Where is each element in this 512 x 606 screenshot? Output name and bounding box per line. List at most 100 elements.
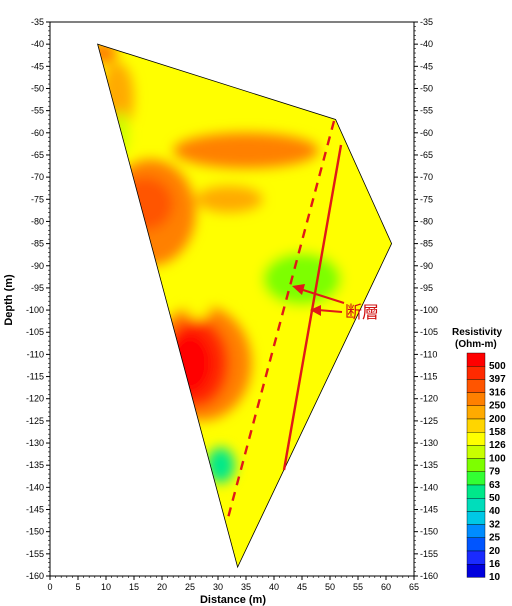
y-tick-label-left: -150 xyxy=(26,527,44,537)
y-tick-label-left: -140 xyxy=(26,482,44,492)
y-axis-title: Depth (m) xyxy=(3,274,15,326)
legend-label: 32 xyxy=(489,519,501,530)
legend-label: 16 xyxy=(489,559,501,570)
y-tick-label-right: -80 xyxy=(420,216,433,226)
y-tick-label-left: -105 xyxy=(26,327,44,337)
legend-label: 63 xyxy=(489,480,501,491)
y-tick-label-right: -55 xyxy=(420,106,433,116)
legend-swatches xyxy=(466,352,486,578)
y-tick-label-right: -90 xyxy=(420,261,433,271)
y-tick-label-right: -50 xyxy=(420,83,433,93)
resistivity-zone xyxy=(173,132,319,169)
legend-label: 200 xyxy=(489,414,506,425)
legend-label: 316 xyxy=(489,387,506,398)
y-tick-label-left: -130 xyxy=(26,438,44,448)
y-tick-label-left: -50 xyxy=(31,83,44,93)
y-tick-label-right: -65 xyxy=(420,150,433,160)
fault-annotation-label: 断層 xyxy=(345,303,379,323)
y-axis-right: -35 -40 -45 -50 -55 -60 -65 -70 -75 -80 -85 -90 -95 -… xyxy=(414,17,438,581)
y-tick-label-left: -60 xyxy=(31,128,44,138)
plot-border xyxy=(49,21,415,577)
legend-swatch xyxy=(466,445,486,459)
y-tick-label-left: -65 xyxy=(31,150,44,160)
x-tick-label: 40 xyxy=(269,582,279,592)
fault-line-solid xyxy=(282,144,343,471)
legend-title-line2: (Ohm-m) xyxy=(455,339,497,350)
y-tick-label-right: -95 xyxy=(420,283,433,293)
y-tick-label-right: -100 xyxy=(420,305,438,315)
y-tick-label-left: -40 xyxy=(31,39,44,49)
annotation-arrow-upper xyxy=(299,288,345,304)
x-tick-label: 50 xyxy=(325,582,335,592)
x-tick-label: 45 xyxy=(297,582,307,592)
y-tick-label-right: -130 xyxy=(420,438,438,448)
legend-swatch xyxy=(466,511,486,525)
legend-swatch xyxy=(466,418,486,433)
resistivity-zone xyxy=(187,301,210,319)
x-tick-label: 35 xyxy=(241,582,251,592)
legend-label: 20 xyxy=(489,546,501,557)
annotation-arrowhead-upper xyxy=(292,284,305,295)
legend-label: 500 xyxy=(489,361,506,372)
x-tick-label: 5 xyxy=(75,582,80,592)
y-tick-label-right: -105 xyxy=(420,327,438,337)
x-tick-label: 0 xyxy=(47,582,52,592)
y-tick-label-left: -115 xyxy=(27,372,44,382)
y-tick-label-right: -115 xyxy=(420,372,437,382)
legend-swatch xyxy=(466,352,486,367)
y-tick-label-left: -70 xyxy=(31,172,44,182)
resistivity-zone xyxy=(206,447,235,483)
y-tick-label-left: -110 xyxy=(27,349,44,359)
legend-swatch xyxy=(466,379,486,393)
x-tick-label: 20 xyxy=(157,582,167,592)
legend-title-line1: Resistivity xyxy=(452,327,502,338)
y-tick-label-left: -160 xyxy=(26,571,44,581)
legend-swatch xyxy=(466,392,486,407)
y-tick-label-right: -150 xyxy=(420,527,438,537)
resistivity-zone xyxy=(262,252,342,306)
legend-label: 250 xyxy=(489,401,506,412)
resistivity-section xyxy=(97,44,392,568)
x-tick-label: 15 xyxy=(129,582,139,592)
annotation-arrow-lower xyxy=(317,309,343,313)
x-tick-label: 60 xyxy=(381,582,391,592)
legend-labels: 500 397 316 250 200 158 126 100 79 63 50 40 32 25 20 16… xyxy=(489,361,506,583)
y-tick-label-left: -120 xyxy=(26,394,44,404)
x-axis-title: Distance (m) xyxy=(200,594,266,606)
legend-label: 10 xyxy=(489,572,501,583)
y-tick-label-right: -160 xyxy=(420,571,438,581)
legend-swatch xyxy=(466,524,486,538)
y-tick-label-right: -70 xyxy=(420,172,433,182)
y-tick-label-left: -100 xyxy=(26,305,44,315)
legend-label: 158 xyxy=(489,427,506,438)
resistivity-zone xyxy=(97,44,118,65)
legend-swatch xyxy=(466,432,486,446)
x-tick-label: 30 xyxy=(213,582,223,592)
legend-swatch xyxy=(466,537,486,552)
y-tick-label-right: -45 xyxy=(420,61,433,71)
legend-label: 50 xyxy=(489,493,501,504)
y-tick-label-left: -135 xyxy=(26,460,44,470)
y-axis-left: -35 -40 -45 -50 -55 -60 -65 -70 -75 -80 -85 -90 -95 -… xyxy=(26,17,50,581)
resistivity-zone xyxy=(195,185,263,213)
legend-swatch xyxy=(466,550,486,565)
fault-lines: 断層 xyxy=(226,120,379,519)
y-tick-label-right: -110 xyxy=(420,349,437,359)
legend-label: 40 xyxy=(489,506,501,517)
y-tick-label-right: -35 xyxy=(420,17,433,27)
y-tick-label-right: -75 xyxy=(420,194,433,204)
legend-swatch xyxy=(466,471,486,486)
legend-swatch xyxy=(466,366,486,380)
plot-frame xyxy=(49,21,415,577)
legend-swatch xyxy=(466,498,486,512)
y-tick-label-left: -90 xyxy=(31,261,44,271)
y-tick-label-right: -145 xyxy=(420,505,438,515)
y-tick-label-left: -145 xyxy=(26,505,44,515)
y-tick-label-right: -120 xyxy=(420,394,438,404)
section-background xyxy=(97,44,392,568)
y-tick-label-left: -85 xyxy=(31,239,44,249)
legend: Resistivity (Ohm-m) 500 397 316 250 200 158 12… xyxy=(452,327,506,583)
fault-line-dashed xyxy=(226,120,336,519)
legend-label: 25 xyxy=(489,533,501,544)
legend-swatch xyxy=(466,405,486,420)
